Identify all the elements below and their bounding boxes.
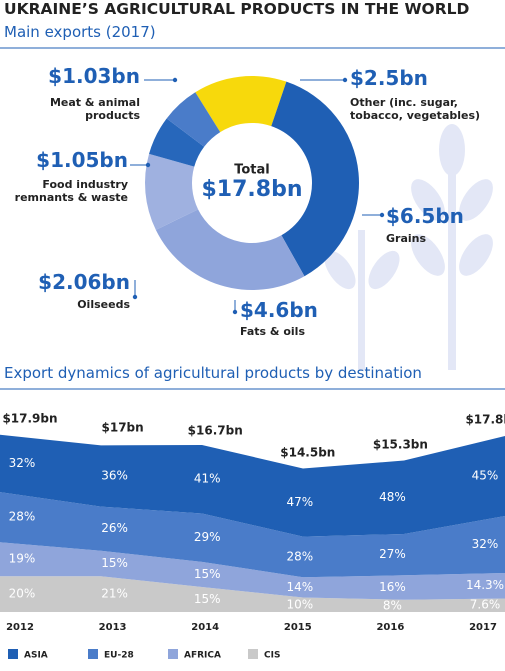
pie-slice <box>145 153 199 230</box>
leader-dot <box>379 212 385 218</box>
section-title: Main exports (2017) <box>4 23 156 41</box>
value-label: $2.5bn <box>350 66 428 90</box>
leader-dot <box>232 309 238 315</box>
total-label: $15.3bn <box>373 438 428 452</box>
value-label: 28% <box>9 510 36 524</box>
legend-swatch <box>88 649 98 659</box>
total-label: $16.7bn <box>188 424 243 438</box>
area <box>0 576 505 612</box>
leader-dot <box>172 77 178 83</box>
leader-dot <box>145 162 151 168</box>
total-label: Total <box>234 163 270 178</box>
total-value: $17.8bn <box>202 177 303 202</box>
category-label: Food industry remnants & waste <box>14 178 128 204</box>
legend-swatch <box>168 649 178 659</box>
category-label: Other (inc. sugar, tobacco, vegetables) <box>350 96 481 122</box>
value-label: 41% <box>194 472 221 486</box>
total-label: $17.9bn <box>2 412 57 426</box>
value-label: $4.6bn <box>240 298 318 322</box>
value-label: 21% <box>101 587 128 601</box>
value-label: 7.6% <box>470 598 501 612</box>
pie-slice <box>195 76 287 133</box>
value-label: 36% <box>101 469 128 483</box>
value-label: 19% <box>9 552 36 566</box>
category-label: Grains <box>386 232 427 245</box>
value-label: 15% <box>194 567 221 581</box>
total-label: $14.5bn <box>280 446 335 460</box>
value-label: 15% <box>101 556 128 570</box>
page-title: UKRAINE’S AGRICULTURAL PRODUCTS IN THE W… <box>4 0 470 18</box>
value-label: $1.05bn <box>36 148 128 172</box>
area <box>0 542 505 600</box>
area <box>0 434 505 537</box>
value-label: 48% <box>379 490 406 504</box>
category-label: Oilseeds <box>77 298 130 311</box>
pie-slice <box>271 81 359 277</box>
wheat-decoration <box>324 124 493 370</box>
value-label: 45% <box>472 469 499 483</box>
x-tick-label: 2016 <box>376 622 404 633</box>
total-label: $17bn <box>102 421 144 435</box>
legend-swatch <box>248 649 258 659</box>
total-label: $17.8bn <box>465 413 505 427</box>
value-label: $6.5bn <box>386 204 464 228</box>
legend-label: ASIA <box>24 651 48 661</box>
legend-label: CIS <box>264 651 280 661</box>
value-label: $1.03bn <box>48 64 140 88</box>
value-label: 16% <box>379 580 406 594</box>
value-label: 27% <box>379 547 406 561</box>
value-label: 29% <box>194 530 221 544</box>
x-tick-label: 2015 <box>284 622 312 633</box>
value-label: 14% <box>286 580 313 594</box>
value-label: 10% <box>286 597 313 611</box>
value-label: 15% <box>194 592 221 606</box>
legend-label: AFRICA <box>184 651 221 661</box>
value-label: 8% <box>383 598 402 612</box>
x-tick-label: 2012 <box>6 622 34 633</box>
value-label: $2.06bn <box>38 270 130 294</box>
pie-slice <box>166 92 221 147</box>
leader-dot <box>132 294 138 300</box>
legend-swatch <box>8 649 18 659</box>
category-label: Meat & animal products <box>49 96 140 122</box>
x-tick-label: 2014 <box>191 622 219 633</box>
value-label: 26% <box>101 521 128 535</box>
value-label: 32% <box>9 456 36 470</box>
section-title: Export dynamics of agricultural products… <box>4 364 422 382</box>
category-label: Fats & oils <box>240 325 305 338</box>
value-label: 14.3% <box>466 578 504 592</box>
value-label: 20% <box>9 587 36 601</box>
pie-slice <box>149 118 205 167</box>
area <box>0 492 505 578</box>
value-label: 47% <box>286 495 313 509</box>
pie-slice <box>155 209 305 290</box>
value-label: 28% <box>286 549 313 563</box>
legend-label: EU-28 <box>104 651 134 661</box>
x-tick-label: 2013 <box>99 622 127 633</box>
x-tick-label: 2017 <box>469 622 497 633</box>
leader-dot <box>342 77 348 83</box>
value-label: 32% <box>472 537 499 551</box>
